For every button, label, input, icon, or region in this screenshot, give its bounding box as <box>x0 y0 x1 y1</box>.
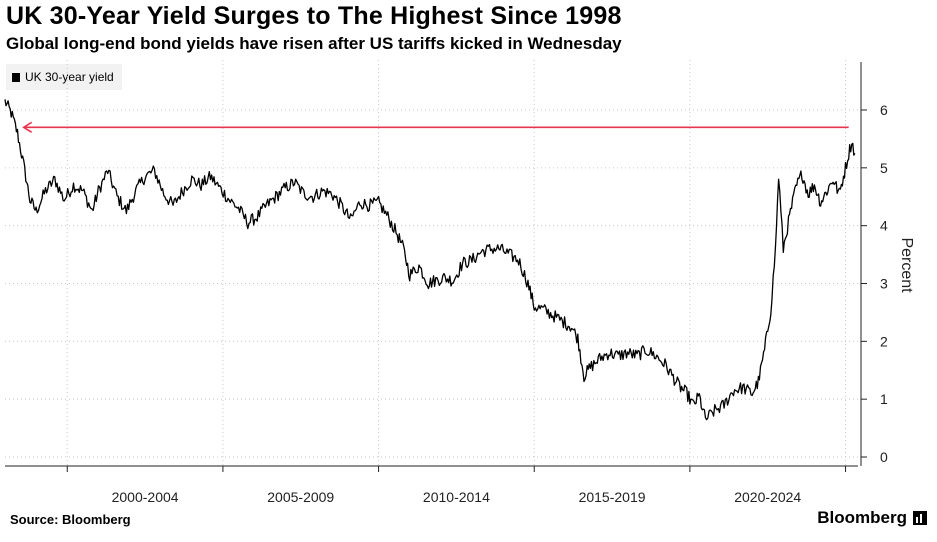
x-tick-label-2000-2004: 2000-2004 <box>112 489 179 505</box>
legend: UK 30-year yield <box>6 64 122 90</box>
x-tick-label-2005-2009: 2005-2009 <box>267 489 334 505</box>
y-tick-label-5: 5 <box>880 160 888 176</box>
arrow-head-icon <box>22 121 33 134</box>
y-tick-label-2: 2 <box>880 333 888 349</box>
y-axis: 0 1 2 3 4 5 6 <box>860 62 888 466</box>
x-tick-label-2010-2014: 2010-2014 <box>423 489 490 505</box>
source-note: Source: Bloomberg <box>10 512 131 527</box>
legend-label: UK 30-year yield <box>25 70 114 84</box>
legend-swatch <box>12 72 20 82</box>
annotation-layer <box>22 121 849 134</box>
y-tick-label-4: 4 <box>880 218 888 234</box>
grid-layer <box>5 60 858 466</box>
series-layer <box>4 99 856 421</box>
brand-name: Bloomberg <box>817 508 907 527</box>
x-tick-label-2020-2024: 2020-2024 <box>734 489 801 505</box>
x-axis: 2000-2004 2005-2009 2010-2014 2015-2019 2020… <box>5 465 858 505</box>
brand-logo: Bloomberg <box>817 508 927 528</box>
y-tick-label-3: 3 <box>880 276 888 292</box>
y-axis-label: Percent <box>898 237 915 293</box>
series-line-uk-30-year-yield <box>4 99 856 421</box>
chart-title: UK 30-Year Yield Surges to The Highest S… <box>6 2 622 30</box>
bloomberg-terminal-icon <box>913 511 927 525</box>
y-tick-label-0: 0 <box>880 449 888 465</box>
chart-subtitle: Global long-end bond yields have risen a… <box>6 34 622 53</box>
y-tick-label-6: 6 <box>880 102 888 118</box>
y-tick-label-1: 1 <box>880 391 888 407</box>
x-tick-label-2015-2019: 2015-2019 <box>579 489 646 505</box>
